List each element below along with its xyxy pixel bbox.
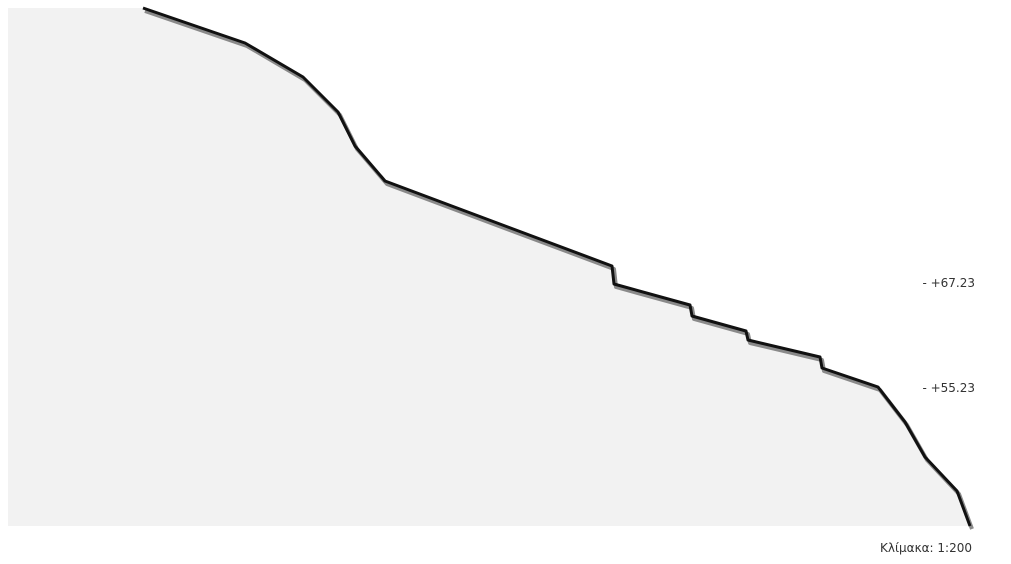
level-label-upper: - +67.23	[922, 276, 975, 290]
scale-label: Κλίμακα: 1:200	[880, 541, 972, 555]
terrain-fill	[8, 8, 970, 526]
level-label-lower: - +55.23	[922, 381, 975, 395]
terrain-profile-line	[142, 6, 972, 527]
